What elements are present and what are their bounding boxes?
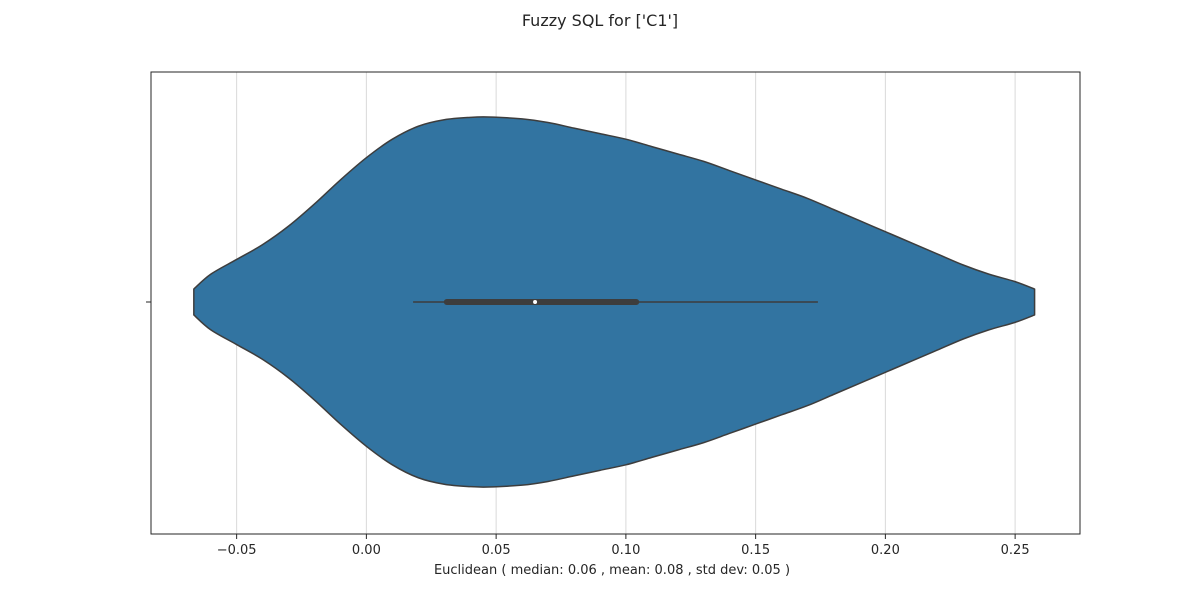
x-tick-label: −0.05	[217, 543, 257, 558]
x-tick-label: 0.10	[611, 543, 640, 558]
x-axis-label: Euclidean ( median: 0.06 , mean: 0.08 , …	[434, 563, 790, 578]
median-point	[533, 300, 538, 304]
box-layer	[413, 299, 818, 305]
chart-title: Fuzzy SQL for ['C1']	[522, 11, 678, 30]
x-tick-label: 0.15	[741, 543, 770, 558]
x-axis-ticks: −0.05 0.00 0.05 0.10 0.15 0.20 0.25	[217, 534, 1030, 558]
plot-frame	[150, 71, 1081, 535]
x-tick-label: 0.00	[352, 543, 381, 558]
x-tick-label: 0.20	[871, 543, 900, 558]
x-tick-label: 0.05	[482, 543, 511, 558]
x-tick-label: 0.25	[1001, 543, 1030, 558]
